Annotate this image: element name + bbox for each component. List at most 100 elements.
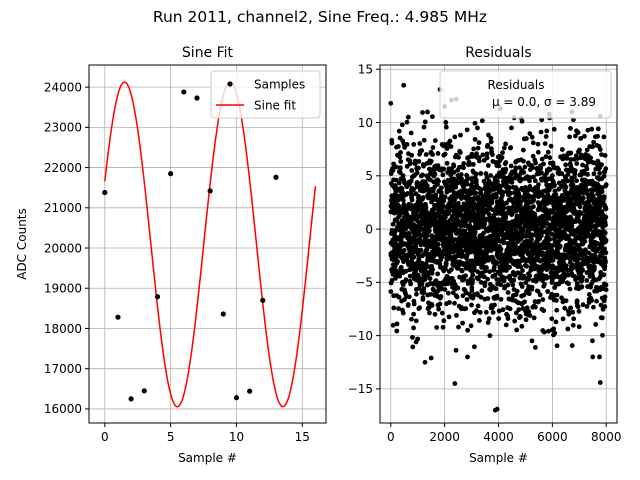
p1-ytick-label: 22000 (44, 161, 82, 175)
residual-point (599, 315, 605, 321)
residual-point (527, 313, 533, 318)
residual-point (603, 214, 609, 220)
residual-point (602, 230, 608, 236)
figure-suptitle: Run 2011, channel2, Sine Freq.: 4.985 MH… (153, 8, 487, 26)
residual-point (580, 302, 586, 308)
residual-point (435, 163, 441, 169)
residual-point (554, 307, 560, 313)
residual-point (569, 262, 575, 267)
residual-point (523, 136, 529, 141)
residual-point (401, 202, 407, 207)
residual-point (554, 298, 559, 303)
residual-point (521, 292, 527, 298)
residual-point (424, 233, 430, 239)
residual-point (603, 282, 609, 288)
residual-point (400, 310, 406, 316)
residual-point (529, 338, 535, 344)
residual-point (557, 243, 563, 249)
residual-point (552, 183, 557, 188)
residuals-points-group (388, 82, 609, 413)
residual-point (408, 178, 414, 184)
residual-point (569, 266, 575, 272)
residual-point (577, 147, 582, 153)
residual-point (553, 319, 559, 325)
residual-point (500, 307, 506, 313)
residual-point (538, 165, 544, 171)
residual-point (580, 162, 586, 168)
residual-point (591, 139, 596, 145)
residual-point (535, 149, 541, 155)
residual-point (547, 167, 553, 173)
residual-point (420, 295, 426, 300)
residual-point (575, 130, 581, 135)
p1-xtick-label: 0 (101, 430, 109, 444)
residual-point (546, 328, 551, 334)
residual-point (502, 275, 507, 281)
residual-point (576, 309, 582, 314)
residual-point (404, 119, 410, 125)
residual-point (575, 282, 580, 288)
residual-point (474, 151, 480, 157)
residual-point (399, 122, 405, 128)
residual-point (447, 138, 453, 144)
residual-point (396, 306, 401, 311)
sine-fit-y-ticks: 16000 17000 18000 19000 20000 21000 22000 23000… (44, 80, 89, 416)
residual-point (539, 117, 545, 123)
residual-point (432, 311, 438, 317)
p1-xtick-label: 15 (295, 430, 310, 444)
residual-point (485, 163, 491, 168)
residual-point (411, 301, 417, 307)
residual-point (578, 210, 584, 216)
residual-point (574, 178, 579, 184)
residual-point (410, 334, 415, 340)
sine-fit-title: Sine Fit (182, 45, 234, 61)
residual-outlier-point (597, 354, 602, 360)
sine-fit-panel: Sine Fit 0 5 10 15 16000 17000 18000 19000 2000… (15, 45, 327, 465)
residual-point (439, 252, 445, 258)
residual-point (524, 263, 530, 269)
residual-point (430, 145, 436, 150)
residual-point (436, 306, 441, 312)
residual-point (428, 158, 434, 164)
residual-outlier-point (428, 355, 434, 361)
residuals-legend-box (439, 70, 612, 119)
residual-point (543, 154, 549, 159)
residual-point (570, 322, 576, 328)
residual-point (537, 292, 543, 298)
residual-point (513, 228, 519, 234)
residual-point (589, 298, 595, 303)
residual-point (446, 207, 452, 213)
residual-point (456, 200, 461, 206)
residual-point (550, 173, 555, 178)
residual-point (602, 304, 608, 309)
residual-point (408, 202, 414, 208)
residual-point (442, 287, 448, 292)
residual-point (521, 217, 527, 223)
residual-point (517, 314, 523, 320)
residual-point (441, 198, 447, 204)
residual-point (536, 182, 541, 187)
p2-ytick-label: −5 (355, 276, 373, 290)
residual-point (531, 315, 537, 321)
residual-point (459, 268, 465, 274)
residual-outlier-point (597, 380, 603, 385)
residual-point (510, 282, 516, 288)
p2-ytick-label: 15 (358, 63, 373, 77)
residual-point (413, 318, 419, 324)
residual-point (476, 318, 482, 323)
residual-point (470, 278, 476, 283)
residual-point (586, 292, 592, 297)
residual-point (563, 263, 569, 269)
residual-point (469, 287, 475, 293)
residual-point (570, 309, 576, 315)
residual-point (504, 260, 510, 266)
sample-point (168, 171, 174, 177)
residuals-legend-stats: μ = 0.0, σ = 3.89 (492, 95, 596, 109)
residual-outlier-point (494, 406, 500, 412)
residual-point (503, 166, 509, 172)
residual-point (602, 263, 608, 269)
residual-point (461, 161, 467, 166)
residual-point (503, 322, 509, 328)
residual-point (495, 178, 500, 184)
